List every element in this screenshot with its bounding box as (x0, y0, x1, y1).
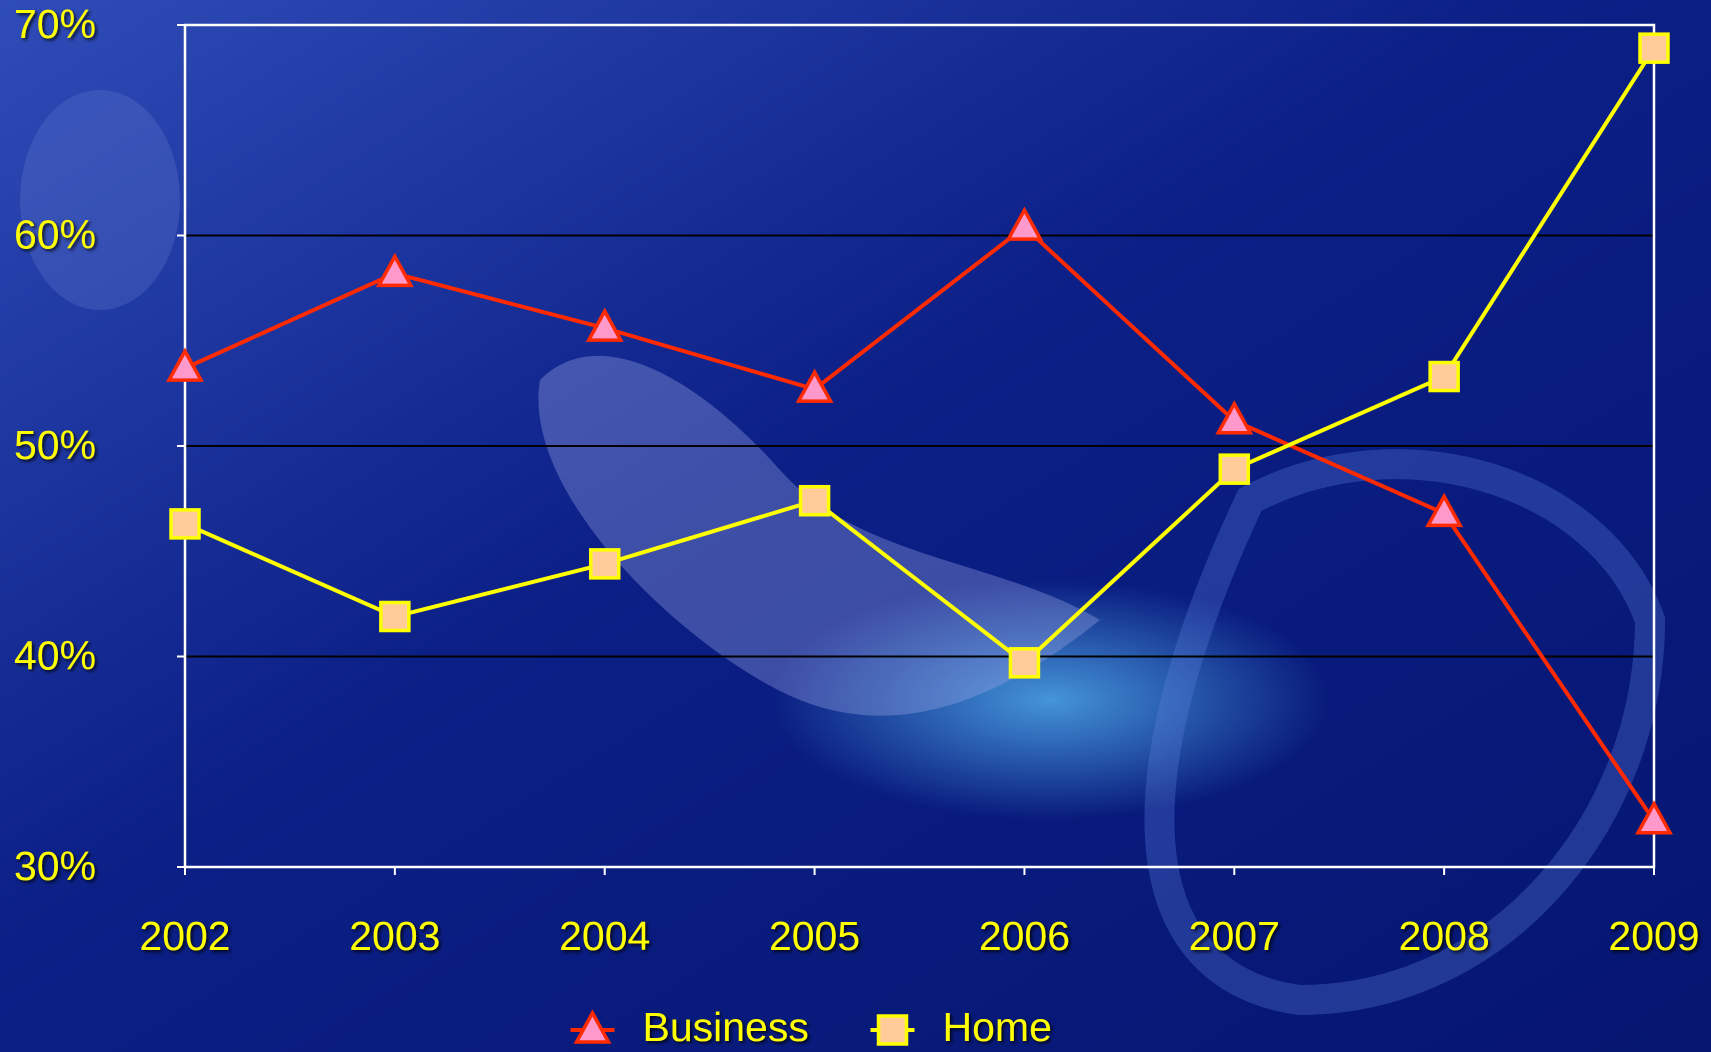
marker (1638, 32, 1670, 64)
marker (588, 548, 621, 580)
x-tick-label: 2006 (979, 913, 1070, 959)
marker (585, 307, 624, 342)
x-tick-label: 2002 (139, 913, 230, 959)
background-shape (20, 90, 180, 310)
x-tick-label: 2009 (1608, 913, 1699, 959)
background-shape (1144, 449, 1666, 1016)
marker (375, 252, 414, 288)
marker (169, 508, 201, 540)
marker (795, 368, 834, 403)
y-tick-label: 30% (14, 843, 96, 889)
marker (379, 600, 411, 633)
series-line (184, 47, 1656, 665)
background-glow (770, 580, 1330, 820)
y-tick-label: 50% (14, 422, 96, 468)
legend-item: Home (870, 1004, 1052, 1050)
marker (166, 347, 204, 382)
marker (1008, 647, 1041, 679)
series-line (184, 225, 1656, 822)
x-tick-label: 2003 (349, 913, 440, 959)
legend-label: Home (943, 1004, 1052, 1050)
legend-label: Business (643, 1004, 809, 1050)
plot-frame (183, 23, 1656, 869)
marker (573, 1009, 612, 1044)
x-tick-label: 2004 (559, 913, 650, 959)
x-tick-label: 2007 (1189, 913, 1280, 959)
x-tick-label: 2008 (1399, 913, 1490, 959)
marker (1428, 360, 1460, 393)
marker (876, 1014, 909, 1046)
marker (798, 484, 831, 517)
marker (1635, 800, 1673, 835)
y-tick-label: 60% (14, 211, 96, 257)
y-tick-label: 70% (14, 1, 96, 47)
marker (1218, 453, 1251, 485)
x-tick-label: 2005 (769, 913, 860, 959)
y-tick-label: 40% (14, 632, 96, 678)
marker (1425, 492, 1464, 528)
marker (1215, 400, 1254, 435)
legend-item: Business (570, 1004, 809, 1050)
marker (1005, 206, 1044, 241)
